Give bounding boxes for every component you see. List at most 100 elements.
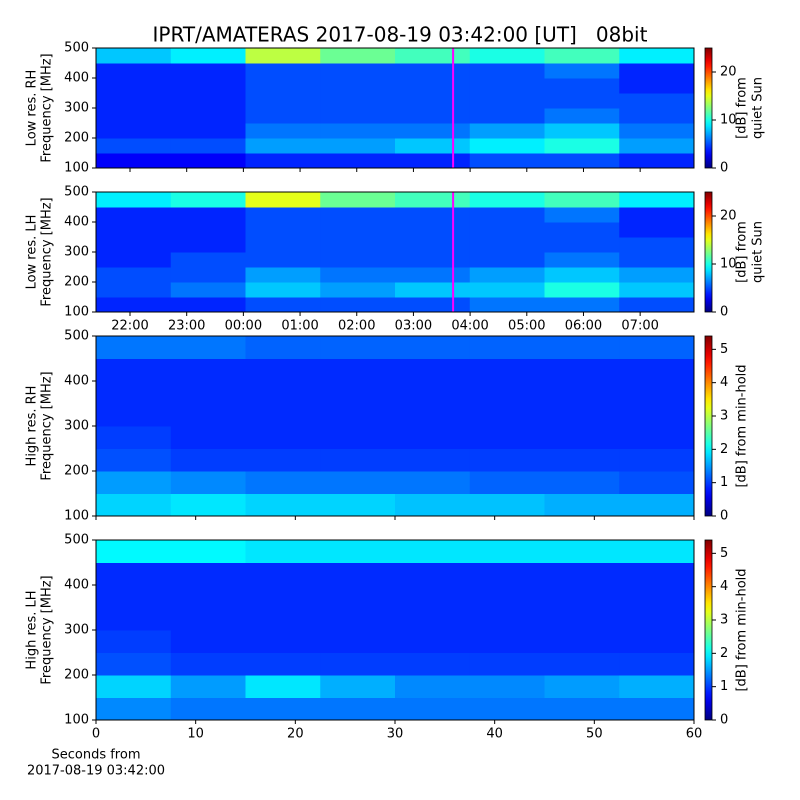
heatmap-cell (395, 358, 471, 382)
heatmap-cell (469, 153, 545, 169)
heatmap-cell (395, 448, 471, 472)
colorbar (704, 539, 713, 721)
heatmap-cell (469, 237, 545, 253)
colorbar-label: quiet Sun (751, 221, 766, 283)
heatmap-cell (320, 63, 396, 79)
heatmap-cell (619, 192, 695, 208)
heatmap-cell (170, 426, 246, 449)
heatmap-cell (245, 585, 321, 608)
heatmap-cell (544, 252, 620, 268)
heatmap-cell (170, 697, 246, 721)
heatmap-cell (469, 267, 545, 283)
heatmap-cell (96, 675, 172, 698)
heatmap-cell (469, 675, 545, 698)
heatmap-cell (619, 108, 695, 124)
heatmap-cell (245, 267, 321, 283)
chart-title: IPRT/AMATERAS 2017-08-19 03:42:00 [UT] 0… (153, 23, 648, 47)
y-tick-label: 100 (64, 305, 89, 320)
heatmap-cell (170, 540, 246, 563)
x-tick-label: 10 (187, 727, 204, 742)
heatmap-cell (544, 630, 620, 653)
heatmap-cell (96, 192, 172, 208)
heatmap-cell (544, 48, 620, 64)
x-tick-label: 03:00 (395, 319, 432, 334)
heatmap-cell (395, 562, 471, 586)
heatmap-cell (619, 448, 695, 472)
heatmap-cell (619, 652, 695, 676)
heatmap-cell (469, 138, 545, 154)
x-tick-label: 06:00 (565, 319, 602, 334)
heatmap-cell (395, 123, 471, 139)
x-tick-label: 07:00 (621, 319, 658, 334)
colorbar-tick-label: 0 (720, 713, 728, 728)
heatmap-cell (395, 138, 471, 154)
heatmap-cell (170, 403, 246, 427)
heatmap-cell (544, 403, 620, 427)
heatmap-cell (395, 93, 471, 109)
heatmap-cell (395, 267, 471, 283)
heatmap-cell (544, 585, 620, 608)
heatmap-cell (245, 426, 321, 449)
heatmap-cell (469, 123, 545, 139)
heatmap-cell (544, 267, 620, 283)
y-tick-label: 300 (64, 623, 89, 638)
heatmap-cell (170, 237, 246, 253)
colorbar-tick-label: 20 (720, 209, 737, 224)
heatmap-cell (320, 267, 396, 283)
y-tick-label: 200 (64, 275, 89, 290)
y-axis-label: High res. LH (25, 590, 40, 669)
heatmap-cell (170, 630, 246, 653)
y-tick-label: 400 (64, 71, 89, 86)
y-tick-label: 300 (64, 245, 89, 260)
heatmap-cell (619, 493, 695, 517)
heatmap-cell (544, 426, 620, 449)
x-tick-label: 02:00 (338, 319, 375, 334)
heatmap-cell (245, 381, 321, 404)
heatmap-cell (170, 585, 246, 608)
heatmap-cell (170, 358, 246, 382)
heatmap-cell (320, 237, 396, 253)
colorbar-label: [dB] from min-hold (735, 568, 750, 691)
heatmap-cell (170, 108, 246, 124)
heatmap-cell (320, 585, 396, 608)
colorbar-tick-label: 20 (720, 65, 737, 80)
heatmap-cell (170, 381, 246, 404)
heatmap-cell (245, 207, 321, 223)
heatmap-cell (619, 471, 695, 494)
heatmap-cell (619, 562, 695, 586)
heatmap-cell (245, 63, 321, 79)
y-tick-label: 400 (64, 215, 89, 230)
heatmap-cell (469, 493, 545, 517)
heatmap-cell (96, 403, 172, 427)
heatmap-cell (619, 297, 695, 313)
x-tick-label: 20 (287, 727, 304, 742)
heatmap-cell (469, 222, 545, 238)
x-axis-label: 2017-08-19 03:42:00 (27, 764, 165, 779)
heatmap-cell (395, 192, 471, 208)
heatmap-cell (96, 297, 172, 313)
heatmap-cell (245, 403, 321, 427)
heatmap-cell (544, 108, 620, 124)
y-axis-label: Frequency [MHz] (40, 53, 55, 162)
x-tick-label: 40 (486, 727, 503, 742)
heatmap-cell (619, 138, 695, 154)
heatmap-cell (619, 381, 695, 404)
x-tick-label: 50 (586, 727, 603, 742)
heatmap-cell (170, 63, 246, 79)
heatmap-cell (96, 108, 172, 124)
heatmap-cell (619, 282, 695, 298)
heatmap-cell (395, 630, 471, 653)
heatmap-cell (469, 562, 545, 586)
heatmap-cell (245, 697, 321, 721)
heatmap-cell (96, 358, 172, 382)
heatmap-cell (245, 252, 321, 268)
heatmap-cell (170, 252, 246, 268)
heatmap-cell (320, 675, 396, 698)
heatmap-cell (320, 471, 396, 494)
heatmap-cell (619, 336, 695, 359)
heatmap-cell (245, 282, 321, 298)
y-tick-label: 400 (64, 374, 89, 389)
heatmap-cell (469, 336, 545, 359)
heatmap-cell (469, 192, 545, 208)
y-tick-label: 100 (64, 161, 89, 176)
